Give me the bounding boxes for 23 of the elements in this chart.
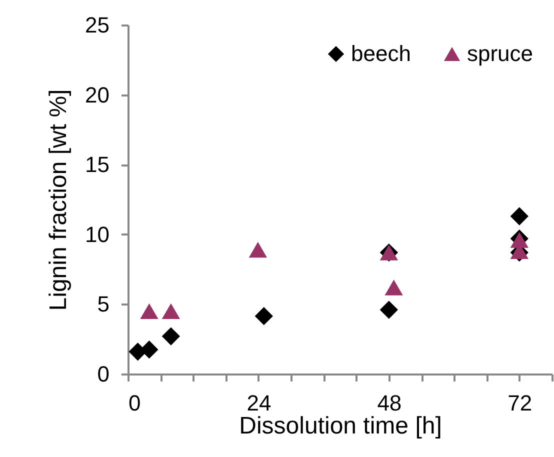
y-tick-label: 20 (85, 82, 110, 108)
x-axis-title: Dissolution time [h] (239, 412, 442, 440)
y-tick-label: 5 (97, 292, 110, 317)
y-tick-label: 10 (85, 222, 110, 247)
point (254, 306, 273, 326)
point (162, 327, 180, 346)
point (162, 303, 180, 320)
y-tick-label: 0 (97, 362, 110, 386)
point (510, 207, 528, 226)
y-axis-title: Lignin fraction [wt %] (45, 89, 72, 311)
point (384, 280, 403, 296)
x-tick-label: 0 (128, 390, 141, 416)
point (140, 340, 158, 359)
x-tick-label: 24 (246, 390, 272, 416)
point (380, 300, 398, 319)
point (140, 303, 158, 320)
y-tick-label: 15 (85, 152, 110, 178)
legend-label: beech (351, 41, 411, 66)
legend-label: spruce (467, 41, 534, 66)
x-tick-label: 72 (508, 390, 532, 416)
y-tick-label: 25 (85, 12, 110, 38)
point (248, 242, 267, 258)
x-tick-label: 48 (377, 390, 402, 416)
